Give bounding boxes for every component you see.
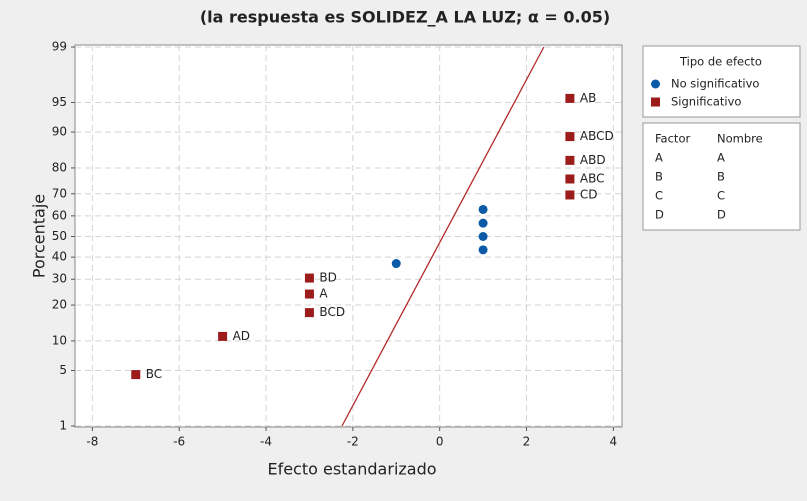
x-tick-label: 0 <box>436 435 444 449</box>
y-tick-label: 5 <box>59 363 67 377</box>
point <box>565 93 575 103</box>
point <box>218 331 228 341</box>
point-label: BCD <box>319 305 345 319</box>
y-axis-label: Porcentaje <box>30 194 49 278</box>
point-label: ABD <box>580 153 606 167</box>
y-tick-label: 20 <box>52 298 67 312</box>
point-label: AD <box>233 329 250 343</box>
y-tick-label: 1 <box>59 419 67 433</box>
point <box>565 190 575 200</box>
point <box>565 174 575 184</box>
chart-subtitle: (la respuesta es SOLIDEZ_A LA LUZ; α = 0… <box>200 8 610 27</box>
point <box>478 245 488 255</box>
point-label: A <box>319 287 328 301</box>
point <box>565 132 575 142</box>
y-tick-label: 70 <box>52 186 67 200</box>
table-header: Nombre <box>717 132 763 146</box>
table-cell: A <box>655 151 663 165</box>
factor-table-box <box>642 122 801 231</box>
point <box>565 155 575 165</box>
table-cell: A <box>717 151 725 165</box>
reference-line <box>341 46 545 427</box>
table-cell: B <box>655 170 663 184</box>
point-label: AB <box>580 91 596 105</box>
x-tick-label: 4 <box>609 435 617 449</box>
point-label: BD <box>319 271 336 285</box>
table-header: Factor <box>655 132 690 146</box>
point <box>478 204 488 214</box>
legend-title: Tipo de efecto <box>679 55 762 69</box>
table-cell: B <box>717 170 725 184</box>
y-tick-label: 90 <box>52 125 67 139</box>
point <box>304 308 314 318</box>
x-axis-label: Efecto estandarizado <box>267 460 436 479</box>
point <box>391 259 401 269</box>
point <box>304 273 314 283</box>
y-tick-label: 40 <box>52 250 67 264</box>
y-tick-label: 10 <box>52 333 67 347</box>
point-label: CD <box>580 187 598 201</box>
legend-label: No significativo <box>671 77 759 91</box>
y-tick-label: 60 <box>52 208 67 222</box>
y-tick-label: 95 <box>52 95 67 109</box>
legend-marker <box>651 79 660 89</box>
point-label: ABCD <box>580 129 614 143</box>
x-tick-label: 2 <box>523 435 531 449</box>
y-tick-label: 30 <box>52 272 67 286</box>
legend-label: Significativo <box>671 95 741 109</box>
y-tick-label: 80 <box>52 160 67 174</box>
y-tick-label: 99 <box>52 40 67 54</box>
x-tick-label: -4 <box>260 435 272 449</box>
y-tick-label: 50 <box>52 229 67 243</box>
x-tick-label: -8 <box>86 435 98 449</box>
legend-box <box>642 45 801 118</box>
x-tick-label: -2 <box>347 435 359 449</box>
table-cell: D <box>717 208 726 222</box>
point-label: BC <box>146 367 162 381</box>
point <box>478 218 488 228</box>
table-cell: C <box>717 189 725 203</box>
legend-marker <box>651 97 660 107</box>
point <box>131 370 141 380</box>
table-cell: D <box>655 208 664 222</box>
point <box>478 232 488 241</box>
table-cell: C <box>655 189 663 203</box>
point <box>304 289 314 299</box>
point-label: ABC <box>580 171 605 185</box>
x-tick-label: -6 <box>173 435 185 449</box>
